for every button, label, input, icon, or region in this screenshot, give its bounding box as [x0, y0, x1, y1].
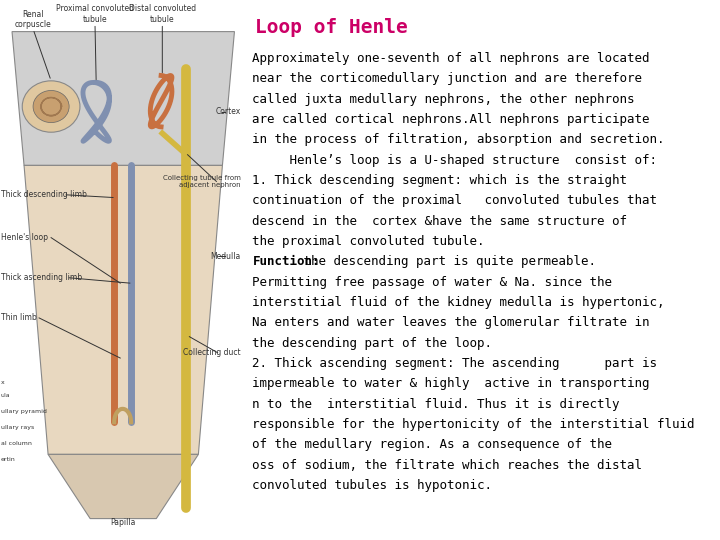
Text: Henle's loop: Henle's loop — [1, 233, 48, 242]
Text: oss of sodium, the filtrate which reaches the distal: oss of sodium, the filtrate which reache… — [253, 458, 642, 471]
Text: are called cortical nephrons.All nephrons participate: are called cortical nephrons.All nephron… — [253, 113, 650, 126]
Text: ullary pyramid: ullary pyramid — [1, 409, 47, 414]
Text: interstitial fluid of the kidney medulla is hypertonic,: interstitial fluid of the kidney medulla… — [253, 296, 665, 309]
Text: Distal convoluted
tubule: Distal convoluted tubule — [129, 4, 196, 24]
Text: impermeable to water & highly  active in transporting: impermeable to water & highly active in … — [253, 377, 650, 390]
Text: Thick ascending limb: Thick ascending limb — [1, 273, 82, 282]
Circle shape — [22, 81, 80, 132]
Polygon shape — [12, 32, 235, 165]
Text: ertin: ertin — [1, 457, 15, 462]
Text: 1. Thick descending segment: which is the straight: 1. Thick descending segment: which is th… — [253, 174, 627, 187]
Text: Permitting free passage of water & Na. since the: Permitting free passage of water & Na. s… — [253, 275, 613, 289]
Text: Collecting duct: Collecting duct — [183, 348, 240, 357]
Text: Henle’s loop is a U-shaped structure  consist of:: Henle’s loop is a U-shaped structure con… — [253, 153, 657, 167]
Text: Function:: Function: — [253, 255, 320, 268]
Text: Proximal convoluted
tubule: Proximal convoluted tubule — [56, 4, 134, 24]
Text: in the process of filtration, absorption and secretion.: in the process of filtration, absorption… — [253, 133, 665, 146]
Text: al column: al column — [1, 441, 32, 446]
Text: the descending part is quite permeable.: the descending part is quite permeable. — [297, 255, 596, 268]
Text: 2. Thick ascending segment: The ascending      part is: 2. Thick ascending segment: The ascendin… — [253, 357, 657, 370]
Text: Cortex: Cortex — [215, 107, 240, 117]
Text: Loop of Henle: Loop of Henle — [256, 18, 408, 37]
Text: Thin limb: Thin limb — [1, 313, 36, 322]
Text: of the medullary region. As a consequence of the: of the medullary region. As a consequenc… — [253, 438, 613, 451]
Text: descend in the  cortex &have the same structure of: descend in the cortex &have the same str… — [253, 214, 627, 228]
Text: Na enters and water leaves the glomerular filtrate in: Na enters and water leaves the glomerula… — [253, 316, 650, 329]
Text: n to the  interstitial fluid. Thus it is directly: n to the interstitial fluid. Thus it is … — [253, 397, 620, 410]
Text: Papilla: Papilla — [111, 518, 136, 527]
Text: the descending part of the loop.: the descending part of the loop. — [253, 336, 492, 349]
Text: Thick descending limb: Thick descending limb — [1, 190, 86, 199]
Text: x: x — [1, 380, 4, 384]
Text: ullary rays: ullary rays — [1, 425, 34, 430]
Text: Collecting tubule from
adjacent nephron: Collecting tubule from adjacent nephron — [163, 175, 240, 188]
Text: Medulla: Medulla — [210, 252, 240, 261]
Text: responsible for the hypertonicity of the interstitial fluid: responsible for the hypertonicity of the… — [253, 418, 695, 431]
Polygon shape — [24, 165, 222, 454]
Text: the proximal convoluted tubule.: the proximal convoluted tubule. — [253, 235, 485, 248]
Circle shape — [33, 91, 69, 123]
Text: Renal
corpuscle: Renal corpuscle — [14, 10, 51, 29]
Polygon shape — [48, 454, 199, 518]
Text: called juxta medullary nephrons, the other nephrons: called juxta medullary nephrons, the oth… — [253, 93, 635, 106]
Text: near the corticomedullary junction and are therefore: near the corticomedullary junction and a… — [253, 72, 642, 85]
Text: continuation of the proximal   convoluted tubules that: continuation of the proximal convoluted … — [253, 194, 657, 207]
Text: ula: ula — [1, 393, 10, 398]
Text: Approximately one-seventh of all nephrons are located: Approximately one-seventh of all nephron… — [253, 52, 650, 65]
Text: convoluted tubules is hypotonic.: convoluted tubules is hypotonic. — [253, 479, 492, 492]
